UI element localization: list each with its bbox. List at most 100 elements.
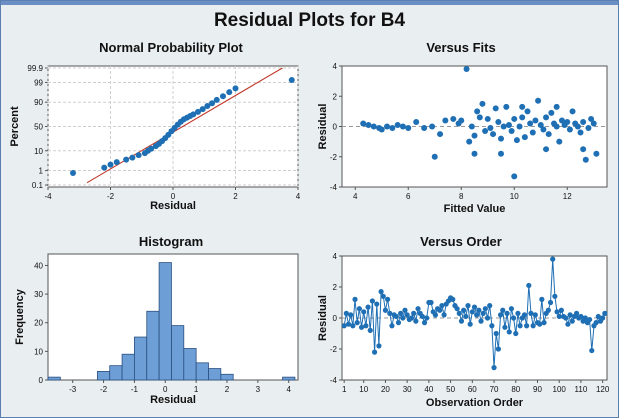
order-point <box>573 310 580 316</box>
order-y-tick-label: 2 <box>333 283 338 292</box>
order-point <box>554 309 560 315</box>
order-point <box>341 323 347 329</box>
order-point <box>461 307 467 313</box>
fits-point <box>492 105 499 112</box>
order-point <box>398 310 404 316</box>
order-point <box>563 315 569 321</box>
order-point <box>354 320 360 326</box>
fits-point <box>580 118 587 125</box>
fits-point <box>378 126 385 133</box>
order-point <box>565 321 571 327</box>
probability-point <box>213 96 220 103</box>
fits-point <box>582 156 589 163</box>
order-point <box>413 318 419 324</box>
fits-point <box>566 126 573 133</box>
order-point <box>528 310 534 316</box>
order-point <box>371 349 378 355</box>
order-point <box>521 312 528 318</box>
probability-point <box>113 159 120 166</box>
order-point <box>463 313 469 320</box>
fits-y-tick-label: 2 <box>333 92 338 101</box>
fits-point <box>490 131 497 138</box>
order-point <box>376 343 382 349</box>
probability-point <box>220 93 226 100</box>
probability-point <box>232 85 239 92</box>
order-point <box>378 289 384 295</box>
order-point <box>389 323 395 329</box>
probability-y-axis-label: Percent <box>9 106 21 147</box>
fits-point <box>508 128 515 135</box>
order-point <box>424 315 430 321</box>
fits-point <box>370 123 377 130</box>
fits-point <box>429 123 436 130</box>
order-point <box>502 324 508 330</box>
order-x-tick-label: 20 <box>381 385 390 394</box>
order-point <box>415 306 421 312</box>
order-point <box>348 312 354 318</box>
order-point <box>456 310 462 316</box>
order-x-tick-label: 50 <box>446 385 455 394</box>
probability-x-axis-label: Residual <box>150 200 196 212</box>
fits-point <box>458 117 465 124</box>
fits-point <box>564 118 571 125</box>
fits-point <box>505 121 512 128</box>
fits-point <box>543 146 550 153</box>
order-point <box>513 330 519 337</box>
fits-point <box>548 109 555 116</box>
order-x-tick-label: 40 <box>424 385 433 394</box>
probability-x-tick-label: -2 <box>107 192 115 201</box>
order-point <box>439 303 445 309</box>
histogram-bar <box>220 373 234 381</box>
fits-point <box>569 108 576 115</box>
order-point <box>380 293 386 299</box>
histogram-bar <box>282 376 296 381</box>
fits-x-tick-label: 10 <box>510 192 519 201</box>
probability-point <box>288 76 295 83</box>
order-point <box>484 315 491 321</box>
order-point <box>454 306 460 312</box>
fits-y-tick-label: 4 <box>333 62 338 71</box>
probability-x-tick-label: 0 <box>171 192 176 201</box>
fits-point <box>543 114 550 121</box>
order-x-tick-label: 1 <box>342 385 347 394</box>
order-point <box>480 310 486 316</box>
order-point <box>526 282 532 289</box>
fits-point <box>519 114 526 121</box>
order-point <box>387 310 393 316</box>
fits-point <box>479 100 486 107</box>
probability-point <box>101 164 108 171</box>
order-x-axis-label: Observation Order <box>426 397 524 409</box>
fits-point <box>487 125 494 132</box>
order-point <box>385 296 391 302</box>
order-point <box>495 346 501 352</box>
histogram-bar <box>47 376 61 381</box>
order-x-tick-label: 70 <box>490 385 499 394</box>
fits-point <box>527 120 534 127</box>
fits-point <box>503 103 510 110</box>
probability-y-tick-label: 99.9 <box>27 64 43 73</box>
probability-point <box>199 106 206 113</box>
fits-point <box>574 123 581 130</box>
histogram-x-tick-label: -3 <box>69 385 77 394</box>
order-point <box>595 313 601 320</box>
order-point <box>393 313 399 320</box>
histogram-y-tick-label: 40 <box>34 261 43 270</box>
order-x-tick-label: 60 <box>468 385 477 394</box>
probability-point <box>107 161 114 168</box>
probability-x-tick-label: -4 <box>44 192 52 201</box>
order-point <box>469 309 475 315</box>
histogram-y-tick-label: 10 <box>34 347 43 356</box>
fits-y-tick-label: -4 <box>330 183 338 192</box>
order-point <box>478 318 484 324</box>
fits-x-tick-label: 12 <box>563 192 572 201</box>
order-point <box>369 298 376 304</box>
order-point <box>524 323 530 329</box>
order-point <box>530 323 536 329</box>
order-point <box>474 312 480 318</box>
order-point <box>402 307 408 313</box>
order-point <box>361 309 367 315</box>
order-point <box>558 307 564 313</box>
order-point <box>432 312 439 318</box>
order-point <box>547 299 554 306</box>
